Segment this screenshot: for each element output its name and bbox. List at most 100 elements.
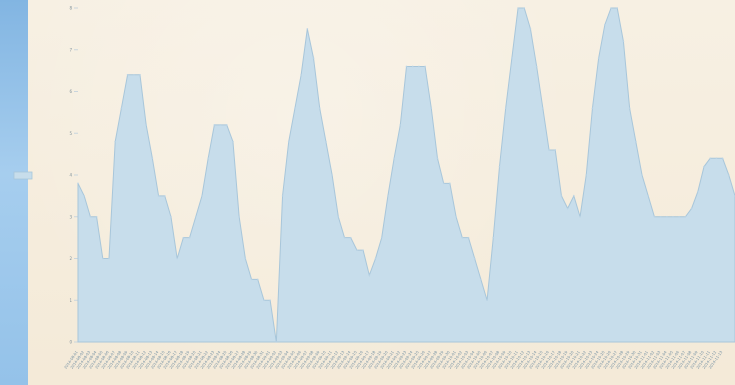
y-axis-ticks: 0 1 2 3 4 5 6 7 8: [69, 6, 78, 345]
series-point: [157, 195, 160, 197]
series-point: [659, 215, 662, 218]
series-point: [436, 157, 439, 160]
series-point: [201, 195, 203, 197]
series-point: [666, 215, 668, 218]
series-point: [374, 257, 377, 260]
y-tick-label-3: 3: [69, 214, 72, 219]
series-point: [690, 207, 693, 210]
series-point: [356, 249, 358, 251]
series-area: [77, 7, 735, 343]
series-point: [672, 215, 674, 218]
y-tick-label-0: 0: [69, 340, 72, 345]
series-point: [511, 57, 513, 59]
series-point: [244, 257, 247, 260]
series-point: [77, 182, 79, 185]
series-point: [399, 124, 402, 126]
series-point: [325, 140, 327, 143]
series-area-layer: [77, 7, 735, 343]
series-point: [83, 195, 85, 197]
series-point: [566, 207, 569, 210]
series-point: [430, 107, 433, 109]
series-point: [467, 236, 470, 239]
series-point: [523, 7, 526, 9]
series-point: [653, 215, 656, 218]
series-point: [461, 236, 464, 239]
series-point: [455, 215, 457, 218]
series-point: [709, 157, 712, 160]
series-point: [368, 274, 371, 277]
series-point: [504, 107, 507, 109]
series-point: [641, 174, 643, 176]
series-point: [300, 74, 302, 76]
x-axis-ticks: 2014-08-012014-08-022014-08-032014-08-04…: [64, 350, 724, 370]
y-tick-label-5: 5: [69, 131, 72, 136]
series-point: [114, 140, 116, 143]
y-tick-label-7: 7: [69, 47, 72, 52]
series-point: [213, 124, 216, 126]
series-point: [597, 57, 600, 59]
series-point: [219, 124, 222, 126]
series-point: [139, 74, 141, 76]
series-point: [225, 124, 228, 126]
series-point: [405, 65, 408, 68]
series-point: [684, 215, 687, 218]
series-point: [573, 195, 575, 197]
series-point: [120, 107, 123, 109]
series-point: [331, 174, 333, 176]
series-point: [517, 7, 519, 9]
series-point: [281, 195, 284, 197]
series-point: [542, 107, 544, 109]
series-point: [418, 65, 420, 68]
series-point: [728, 174, 730, 176]
series-point: [188, 236, 191, 239]
series-point: [294, 107, 296, 109]
series-point: [176, 257, 178, 260]
series-point: [380, 236, 383, 239]
series-point: [95, 215, 98, 218]
series-point: [548, 149, 550, 151]
series-point: [343, 236, 346, 239]
series-point: [145, 124, 147, 126]
series-point: [275, 341, 278, 343]
series-point: [486, 299, 488, 302]
series-point: [287, 140, 290, 143]
series-point: [529, 28, 532, 30]
series-point: [554, 149, 557, 151]
series-point: [232, 140, 234, 143]
series-point: [411, 65, 414, 68]
series-point: [108, 257, 110, 260]
series-point: [449, 182, 451, 185]
series-point: [492, 236, 495, 239]
series-point: [585, 174, 588, 176]
series-point: [715, 157, 718, 160]
y-tick-label-4: 4: [69, 173, 72, 178]
series-point: [560, 195, 563, 197]
series-point: [101, 257, 104, 260]
y-tick-label-1: 1: [69, 298, 72, 303]
series-point: [622, 40, 625, 43]
series-point: [616, 7, 619, 9]
series-point: [132, 74, 135, 76]
series-point: [635, 140, 637, 143]
y-tick-label-8: 8: [69, 6, 72, 11]
series-point: [498, 165, 501, 168]
series-point: [628, 107, 631, 109]
series-point: [170, 215, 172, 218]
series-point: [393, 157, 395, 160]
series-point: [238, 215, 240, 218]
series-point: [182, 236, 185, 239]
series-point: [362, 249, 364, 251]
legend: [13, 171, 33, 180]
series-point: [256, 278, 259, 281]
series-point: [442, 182, 445, 185]
series-point: [721, 157, 724, 160]
series-point: [535, 65, 538, 68]
series-point: [151, 157, 154, 160]
series-point: [250, 278, 253, 281]
series-point: [318, 107, 321, 109]
series-point: [591, 107, 594, 109]
series-point: [697, 190, 699, 193]
series-point: [312, 57, 315, 59]
